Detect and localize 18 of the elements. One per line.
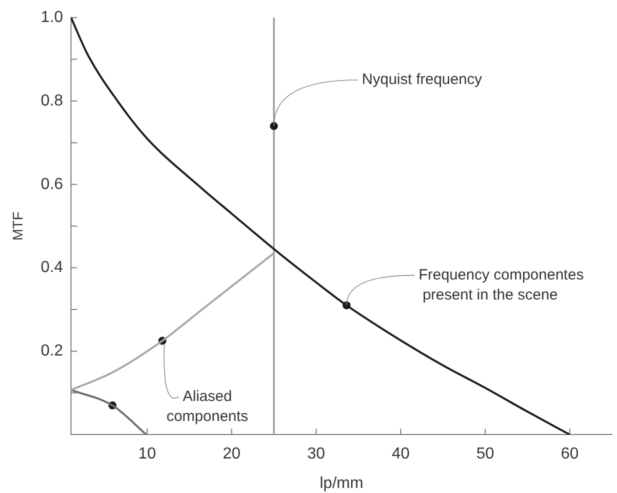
annotation: Nyquist frequency	[362, 71, 482, 88]
x-tick-label: 10	[138, 446, 156, 463]
annotation: Frequency componentes present in the scene	[418, 266, 584, 304]
y-tick-label: 0.2	[40, 342, 64, 360]
y-tick-label: 0.4	[40, 259, 64, 276]
x-tick-label: 30	[307, 446, 326, 463]
point	[270, 122, 278, 130]
x-tick-label: 20	[222, 446, 241, 463]
y-axis-title: MTF	[9, 212, 26, 240]
y-tick-label: 1.0	[40, 9, 64, 26]
x-tick-label: 60	[560, 446, 579, 463]
x-tick-label: 50	[476, 446, 494, 463]
y-tick-label: 0.6	[40, 176, 64, 193]
x-tick-label: 40	[392, 446, 410, 463]
line-series	[71, 252, 275, 391]
y-tick-label: 0.8	[40, 92, 64, 110]
x-axis-title: lp/mm	[320, 474, 364, 492]
annotation: Aliased components	[166, 388, 248, 425]
